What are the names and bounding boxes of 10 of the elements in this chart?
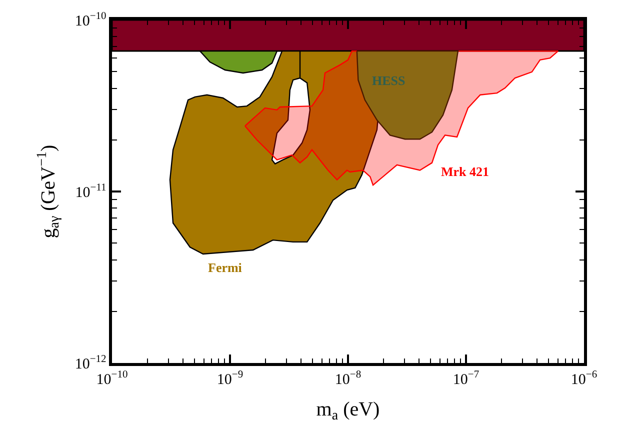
x-tick-label: 10$^{−7}$ — [452, 369, 480, 388]
annotation: Mrk 421 — [441, 164, 490, 179]
y-tick-label: 10$^{−11}$ — [75, 182, 106, 201]
x-tick-label: 10$^{−9}$ — [216, 369, 244, 388]
annotation: Fermi — [208, 260, 242, 275]
annotation: HESS — [372, 73, 406, 88]
x-tick-label: 10$^{−8}$ — [334, 369, 362, 388]
x-tick-label: 10$^{−6}$ — [570, 369, 598, 388]
x-axis-title: m$_{a}$ (eV) — [316, 398, 380, 424]
y-tick-label: 10$^{−10}$ — [74, 10, 106, 30]
